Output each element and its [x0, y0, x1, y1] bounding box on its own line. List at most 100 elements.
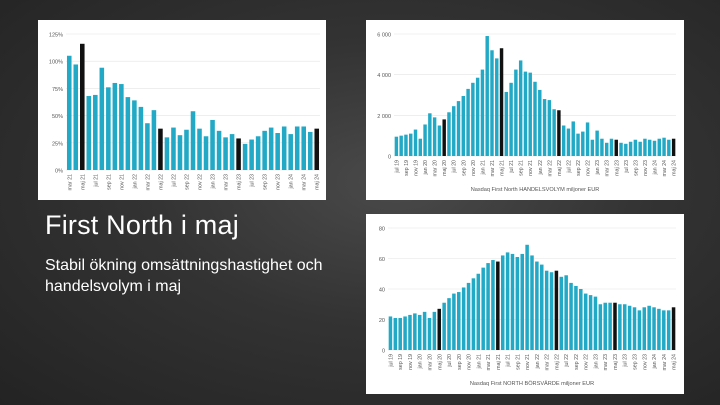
bar-sep-21	[106, 87, 111, 170]
bar-apr-23	[609, 138, 614, 156]
x-tick-label: mar 22	[547, 160, 553, 177]
x-tick-label: nov 22	[584, 354, 590, 370]
bar-jan-24	[652, 307, 656, 350]
bar-apr-23	[229, 134, 235, 170]
bar-jan-21	[480, 69, 485, 156]
bar-aug-22	[571, 121, 575, 156]
bar-sep-19	[404, 134, 408, 156]
bar-nov-19	[413, 129, 418, 156]
bar-feb-20	[422, 311, 427, 350]
chart-panel-handelsvolym: 0 2 000 4 000 6 000 jul 19 sep 19 nov 19 jan 20…	[366, 20, 684, 200]
bar-maj-23	[236, 138, 241, 170]
bar-aug-23	[255, 136, 261, 170]
x-tick-label: jul 20	[452, 160, 458, 174]
bar-nov-22	[197, 128, 202, 170]
bar-jun-20	[442, 302, 446, 350]
bar-dec-20	[475, 77, 480, 156]
bar-okt-23	[637, 310, 642, 350]
bar-mar-23	[604, 142, 609, 156]
bar-maj-23	[613, 302, 617, 350]
x-tick-label: nov 21	[528, 160, 534, 176]
bar-jul-21	[505, 252, 510, 350]
bar-maj-22	[554, 270, 559, 350]
x-tick-label: sep 22	[184, 174, 190, 190]
x-tick-label: sep 21	[515, 354, 521, 370]
x-tick-label: maj 22	[557, 160, 563, 176]
x-tick-label: nov 23	[643, 160, 649, 176]
bar-jun-23	[618, 304, 622, 350]
bar-maj-24	[671, 138, 676, 156]
bar-sep-22	[574, 285, 578, 350]
x-tick-label: jul 23	[250, 174, 256, 188]
bar-nov-23	[643, 138, 647, 156]
x-tick-label: jul 22	[564, 354, 570, 368]
bar-jul-19	[388, 316, 393, 350]
bar-sep-21	[518, 60, 523, 156]
bar-jan-20	[417, 314, 422, 350]
bar-mar-20	[432, 117, 437, 156]
bar-mar-22	[145, 123, 150, 170]
bar-feb-24	[657, 138, 661, 156]
bar-nov-23	[642, 307, 647, 350]
x-tick-label: sep 20	[457, 354, 463, 370]
y-tick-label: 80	[379, 227, 385, 233]
bar-sep-21	[515, 256, 520, 350]
bar-mar-21	[490, 50, 494, 157]
x-tick-label: jul 21	[509, 160, 515, 174]
bar-dec-22	[590, 139, 595, 156]
bar-nov-21	[528, 72, 532, 156]
bar-jul-23	[249, 139, 254, 170]
bar-apr-21	[491, 260, 495, 350]
x-tick-label: jan 20	[423, 160, 429, 175]
bar-nov-20	[471, 82, 475, 156]
bar-aug-20	[456, 101, 461, 156]
bar-feb-22	[138, 106, 144, 170]
bar-apr-21	[73, 64, 79, 170]
bar-jun-20	[447, 112, 451, 156]
x-tick-label: mar 21	[486, 354, 492, 371]
bar-okt-22	[190, 111, 196, 170]
bar-mar-24	[662, 310, 666, 350]
bar-jul-23	[624, 143, 628, 156]
bar-jun-21	[86, 96, 92, 170]
bar-feb-21	[485, 36, 489, 156]
chart-panel-omsattningshastighet: 0% 25% 50% 75% 100% 125% mar 21 maj 21 jul 21 sep…	[38, 20, 326, 200]
bar-jul-20	[447, 298, 451, 350]
chart-omsattningshastighet: 0% 25% 50% 75% 100% 125% mar 21 maj 21 jul 21 sep…	[49, 33, 321, 191]
bar-feb-21	[481, 267, 485, 350]
x-tick-label: jan 22	[132, 174, 138, 189]
x-tick-label: nov 22	[198, 174, 204, 190]
x-tick-label: nov 21	[525, 354, 531, 370]
y-tick-label: 25%	[52, 141, 63, 147]
bar-dec-21	[125, 97, 131, 170]
bar-okt-23	[268, 127, 274, 170]
x-tick-label: nov 19	[414, 160, 420, 176]
bar-dec-23	[647, 139, 652, 156]
bar-sep-23	[632, 307, 637, 350]
bar-apr-22	[549, 272, 554, 350]
bar-feb-20	[428, 113, 432, 156]
bar-dec-21	[530, 255, 534, 350]
bar-aug-19	[393, 317, 398, 350]
bar-feb-23	[600, 138, 604, 156]
y-tick-label: 75%	[52, 87, 63, 93]
bar-mar-23	[603, 302, 607, 350]
x-tick-label: maj 21	[80, 174, 86, 190]
bar-aug-21	[99, 67, 105, 170]
x-tick-label: maj 20	[442, 160, 448, 176]
bar-nov-22	[585, 122, 590, 156]
y-tick-label: 20	[379, 318, 385, 324]
x-tick-label: nov 21	[119, 174, 125, 190]
x-tick-label: maj 23	[613, 354, 619, 370]
x-tick-label: sep 20	[461, 160, 467, 176]
x-tick-label: sep 23	[633, 160, 639, 176]
bar-mar-24	[301, 126, 306, 170]
x-tick-label: mar 22	[545, 354, 551, 371]
x-tick-label: mar 21	[67, 174, 73, 191]
bar-maj-21	[499, 48, 504, 156]
chart-caption: Nasdaq First NORTH BÖRSVÄRDE miljoner EU…	[470, 380, 594, 387]
x-tick-label: mar 24	[662, 354, 668, 371]
bar-okt-19	[403, 316, 407, 350]
y-tick-label: 60	[379, 257, 385, 263]
bar-apr-21	[495, 58, 499, 156]
